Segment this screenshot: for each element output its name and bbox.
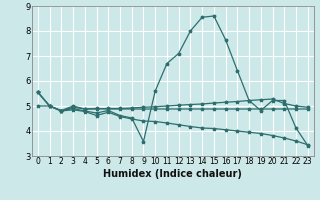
X-axis label: Humidex (Indice chaleur): Humidex (Indice chaleur) — [103, 169, 242, 179]
